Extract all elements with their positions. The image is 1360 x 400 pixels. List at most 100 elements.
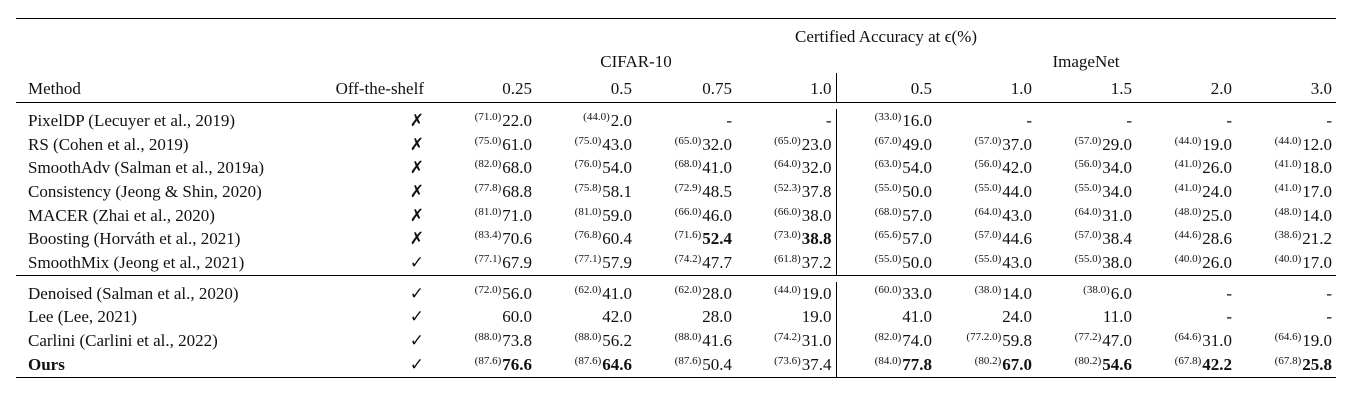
clean-accuracy-superscript: (55.0) — [874, 252, 902, 265]
certified-accuracy-value: 37.0 — [1002, 134, 1032, 154]
clean-accuracy-superscript: (68.0) — [874, 205, 902, 218]
accuracy-cell: (80.2)80.267.0 — [936, 353, 1036, 377]
clean-accuracy-superscript: (66.0) — [774, 205, 801, 218]
accuracy-cell: (72.0)72.056.0 — [436, 282, 536, 306]
accuracy-cell: (87.6)87.650.4 — [636, 353, 736, 377]
accuracy-cell: (41.0)41.017.0 — [1236, 180, 1336, 204]
certified-accuracy-value: 19.0 — [1202, 134, 1232, 154]
clean-accuracy-superscript: (75.0) — [574, 134, 602, 147]
table-row: Denoised (Salman et al., 2020) ✓ (72.0)72.… — [16, 281, 1336, 306]
clean-accuracy-superscript: (40.0) — [1174, 252, 1202, 265]
certified-accuracy-value: 28.0 — [702, 307, 732, 327]
certified-accuracy-value: 60.4 — [602, 229, 632, 249]
clean-accuracy-superscript: (88.0) — [674, 331, 702, 344]
clean-accuracy-superscript: (80.2) — [974, 354, 1002, 367]
clean-accuracy-superscript: (65.6) — [874, 229, 902, 242]
cross-mark-icon: ✗ — [409, 134, 424, 155]
method-name: MACER (Zhai et al., 2020) — [28, 205, 215, 225]
checkmark-icon: ✓ — [409, 354, 424, 375]
certified-accuracy-value: 19.0 — [801, 307, 832, 327]
accuracy-cell: (88.0)88.056.2 — [536, 329, 636, 353]
certified-accuracy-value: 57.0 — [902, 205, 932, 225]
accuracy-cell: 19.0 — [736, 305, 837, 330]
accuracy-cell: (40.0)40.026.0 — [1136, 251, 1236, 275]
clean-accuracy-superscript: (75.8) — [574, 181, 602, 194]
certified-accuracy-value: 22.0 — [502, 110, 532, 130]
accuracy-cell: (55.0)55.043.0 — [936, 251, 1036, 275]
accuracy-cell: (65.0)65.023.0 — [736, 132, 837, 157]
accuracy-cell: (88.0)88.073.8 — [436, 329, 536, 353]
certified-accuracy-value: 33.0 — [902, 283, 932, 303]
epsilon-header-5: 1.0 — [1010, 79, 1032, 98]
certified-accuracy-value: 68.8 — [502, 181, 532, 201]
certified-accuracy-value: - — [726, 110, 732, 130]
accuracy-cell: (64.0)64.031.0 — [1036, 204, 1136, 228]
clean-accuracy-superscript: (67.0) — [874, 134, 902, 147]
epsilon-header-3: 1.0 — [736, 73, 837, 103]
checkmark-icon: ✓ — [409, 252, 424, 273]
accuracy-cell: (87.6)87.676.6 — [436, 353, 536, 377]
accuracy-cell: (56.0)56.034.0 — [1036, 156, 1136, 180]
certified-accuracy-value: 54.0 — [602, 158, 632, 178]
clean-accuracy-superscript: (55.0) — [1074, 181, 1102, 194]
clean-accuracy-superscript: (73.6) — [774, 354, 801, 367]
certified-accuracy-value: - — [1326, 110, 1332, 130]
accuracy-cell: (76.0)76.054.0 — [536, 156, 636, 180]
accuracy-cell: (72.9)72.948.5 — [636, 180, 736, 204]
certified-accuracy-value: 42.0 — [1002, 158, 1032, 178]
table-row: PixelDP (Lecuyer et al., 2019) ✗ (71.0)71.… — [16, 109, 1336, 133]
accuracy-cell: (55.0)55.034.0 — [1036, 180, 1136, 204]
table-row: MACER (Zhai et al., 2020) ✗ (81.0)81.071.0… — [16, 203, 1336, 228]
clean-accuracy-superscript: (62.0) — [674, 283, 702, 296]
checkmark-icon: ✓ — [409, 283, 424, 304]
accuracy-cell: (63.0)63.054.0 — [836, 156, 936, 180]
clean-accuracy-superscript: (52.3) — [774, 181, 801, 194]
certified-accuracy-value: 41.0 — [702, 158, 732, 178]
certified-accuracy-value: 12.0 — [1302, 134, 1332, 154]
certified-accuracy-value: 64.6 — [602, 354, 632, 374]
clean-accuracy-superscript: (55.0) — [974, 252, 1002, 265]
certified-accuracy-value: 31.0 — [1102, 205, 1132, 225]
certified-accuracy-value: 54.6 — [1102, 354, 1132, 374]
accuracy-cell: (52.3)52.337.8 — [736, 180, 837, 204]
cross-mark-icon: ✗ — [409, 229, 424, 250]
table-row: SmoothMix (Jeong et al., 2021) ✓ (77.1)77.… — [16, 251, 1336, 276]
accuracy-cell: - — [736, 109, 837, 133]
certified-accuracy-value: 43.0 — [1002, 205, 1032, 225]
certified-accuracy-value: 74.0 — [902, 331, 932, 351]
accuracy-cell: (62.0)62.028.0 — [636, 282, 736, 306]
clean-accuracy-superscript: (57.0) — [974, 134, 1002, 147]
table-row: SmoothAdv (Salman et al., 2019a) ✗ (82.0)8… — [16, 156, 1336, 181]
accuracy-cell: - — [1236, 109, 1336, 133]
certified-accuracy-value: 57.0 — [902, 229, 932, 249]
certified-accuracy-value: 48.5 — [702, 181, 732, 201]
clean-accuracy-superscript: (65.0) — [774, 134, 801, 147]
table-row: Boosting (Horváth et al., 2021) ✗ (83.4)83… — [16, 227, 1336, 252]
clean-accuracy-superscript: (40.0) — [1274, 252, 1302, 265]
certified-accuracy-value: 37.8 — [801, 181, 832, 201]
clean-accuracy-superscript: (38.6) — [1274, 229, 1302, 242]
certified-accuracy-value: 42.0 — [602, 307, 632, 327]
clean-accuracy-superscript: (87.6) — [674, 354, 702, 367]
clean-accuracy-superscript: (55.0) — [1074, 252, 1102, 265]
accuracy-cell: (76.8)76.860.4 — [536, 227, 636, 251]
certified-accuracy-value: - — [1226, 110, 1232, 130]
clean-accuracy-superscript: (64.0) — [1074, 205, 1102, 218]
accuracy-cell: - — [636, 109, 736, 133]
method-name: SmoothMix (Jeong et al., 2021) — [28, 252, 245, 272]
table-row: RS (Cohen et al., 2019)✗(75.0)75.061.0(7… — [16, 132, 1336, 157]
method-name: RS (Cohen et al., 2019) — [28, 134, 189, 154]
certified-accuracy-value: 32.0 — [702, 134, 732, 154]
clean-accuracy-superscript: (84.0) — [874, 354, 902, 367]
clean-accuracy-superscript: (41.0) — [1174, 158, 1202, 171]
certified-accuracy-value: 49.0 — [902, 134, 932, 154]
clean-accuracy-superscript: (44.0) — [774, 283, 801, 296]
epsilon-header-6: 1.5 — [1110, 79, 1132, 98]
clean-accuracy-superscript: (68.0) — [674, 158, 702, 171]
dataset-header-imagenet: ImageNet — [1052, 52, 1120, 71]
certified-accuracy-value: 14.0 — [1302, 205, 1332, 225]
accuracy-cell: (74.2)74.231.0 — [736, 329, 837, 353]
accuracy-cell: (64.6)64.619.0 — [1236, 329, 1336, 353]
certified-accuracy-value: 44.6 — [1002, 229, 1032, 249]
clean-accuracy-superscript: (74.2) — [674, 252, 702, 265]
